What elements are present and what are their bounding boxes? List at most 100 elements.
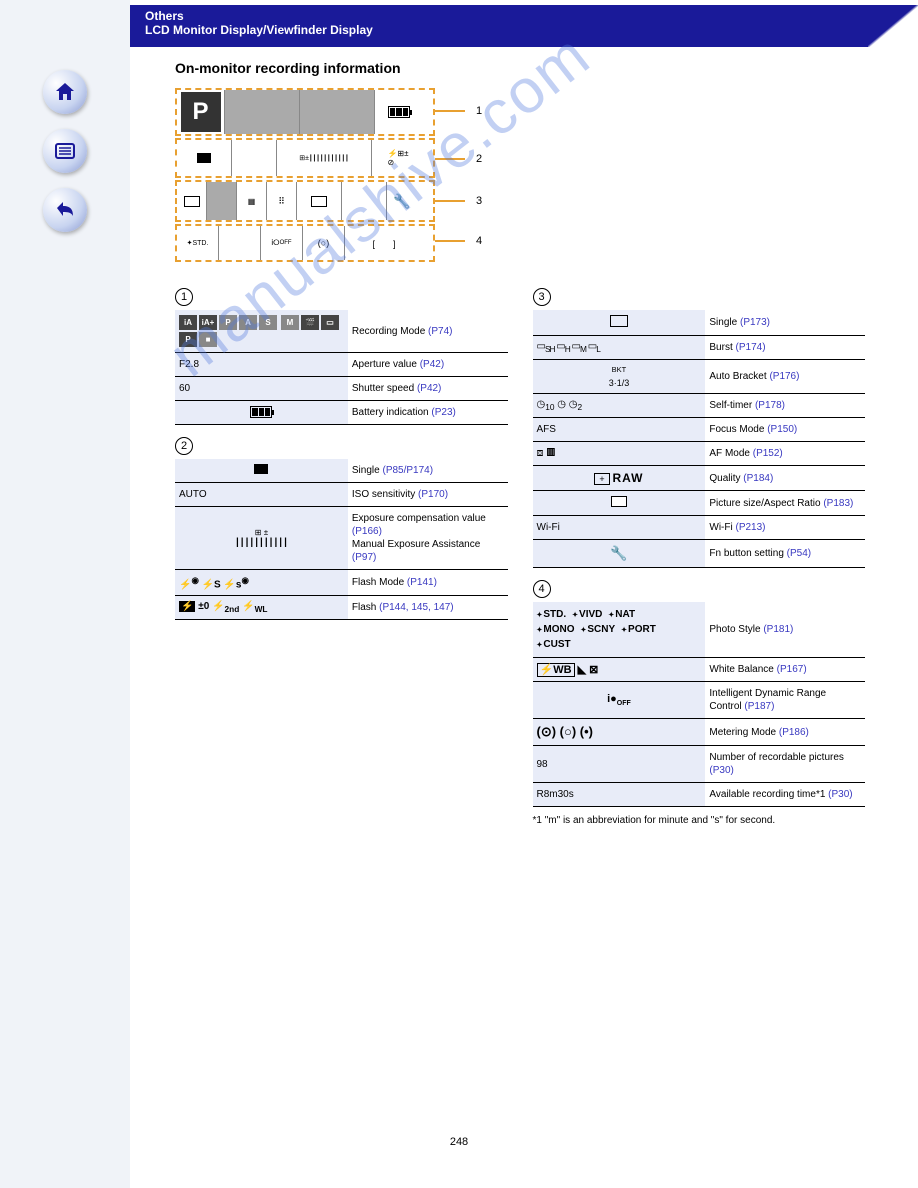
group-3-label: 3	[533, 288, 551, 306]
page-link[interactable]: (P85/P174)	[382, 465, 433, 476]
metering-icons: (⊙) (○) (•)	[533, 719, 706, 746]
footnote: *1 "m" is an abbreviation for minute and…	[533, 815, 866, 826]
table-row: ⚡◉ ⚡S ⚡s◉Flash Mode (P141)	[175, 570, 508, 596]
table-row: Picture size/Aspect Ratio (P183)	[533, 491, 866, 516]
table-row: Wi-FiWi-Fi (P213)	[533, 516, 866, 540]
desc-text: Photo Style	[709, 624, 760, 635]
desc-text: Self-timer	[709, 400, 752, 411]
page-link[interactable]: (P181)	[763, 624, 793, 635]
table-row: iAiA+PASM🎬▭P■ Recording Mode (P74)	[175, 310, 508, 353]
page-link[interactable]: (P152)	[753, 448, 783, 459]
flash-icons: ⚡ ±0 ⚡2nd ⚡WL	[175, 596, 348, 620]
group-4-table: STD.VIVDNATMONOSCNYPORTCUSTPhoto Style (…	[533, 602, 866, 807]
photo-style-icons: STD.VIVDNATMONOSCNYPORTCUST	[533, 602, 706, 658]
lcd-aperture-cell	[225, 90, 300, 134]
page-link[interactable]: (P184)	[743, 473, 773, 484]
icon-cell: 60	[175, 377, 348, 401]
desc-text: Exposure compensation value	[352, 513, 486, 524]
desc-text: Fn button setting	[709, 548, 784, 559]
idyn-icon: i●OFF	[533, 682, 706, 719]
table-row: 🔧Fn button setting (P54)	[533, 540, 866, 568]
lcd-meter-cell: (○)	[303, 226, 345, 260]
home-button[interactable]	[43, 70, 87, 114]
page-link[interactable]: (P167)	[777, 664, 807, 675]
desc-text: Manual Exposure Assistance	[352, 539, 480, 550]
page-link[interactable]: (P144, 145, 147)	[379, 602, 454, 613]
desc-text: Single	[709, 317, 737, 328]
back-button[interactable]	[43, 188, 87, 232]
desc-text: White Balance	[709, 664, 773, 675]
page-link[interactable]: (P176)	[769, 371, 799, 382]
desc-text: Wi-Fi	[709, 522, 732, 533]
header-title: LCD Monitor Display/Viewfinder Display	[145, 23, 373, 37]
lcd-wb-cell	[219, 226, 261, 260]
lcd-style-cell: ✦STD.	[177, 226, 219, 260]
desc-text: Recording Mode	[352, 326, 425, 337]
table-row: AFSFocus Mode (P150)	[533, 418, 866, 442]
picsize-icon	[533, 491, 706, 516]
page-link[interactable]: (P183)	[823, 498, 853, 509]
callout-1: 1	[470, 102, 488, 120]
desc-text: Shutter speed	[352, 383, 414, 394]
table-row: ▭SH ▭H ▭M ▭LBurst (P174)	[533, 336, 866, 360]
desc-text: Focus Mode	[709, 424, 764, 435]
wrench-icon: 🔧	[533, 540, 706, 568]
af-mode-icons: ⧈ ▦	[533, 442, 706, 466]
table-row: ⧈ ▦AF Mode (P152)	[533, 442, 866, 466]
page-link[interactable]: (P166)	[352, 526, 382, 537]
desc-text: Auto Bracket	[709, 371, 766, 382]
mode-badges: iAiA+PASM🎬▭P■	[179, 315, 344, 347]
menu-button[interactable]	[43, 129, 87, 173]
table-row: ◷10 ◷ ◷2Self-timer (P178)	[533, 394, 866, 418]
table-row: (⊙) (○) (•)Metering Mode (P186)	[533, 719, 866, 746]
group-2-table: Single (P85/P174) AUTOISO sensitivity (P…	[175, 459, 508, 620]
desc-text: Quality	[709, 473, 740, 484]
table-row: STD.VIVDNATMONOSCNYPORTCUSTPhoto Style (…	[533, 602, 866, 658]
page-link[interactable]: (P186)	[779, 727, 809, 738]
page-link[interactable]: (P42)	[417, 383, 441, 394]
page-link[interactable]: (P150)	[767, 424, 797, 435]
battery-icon	[388, 106, 410, 118]
group-3-table: Single (P173) ▭SH ▭H ▭M ▭LBurst (P174) B…	[533, 310, 866, 568]
page-link[interactable]: (P178)	[755, 400, 785, 411]
lcd-shutter-cell	[300, 90, 375, 134]
table-row: + RAWQuality (P184)	[533, 466, 866, 491]
icon-cell: 98	[533, 746, 706, 783]
page-link[interactable]: (P174)	[736, 342, 766, 353]
page-link[interactable]: (P213)	[736, 522, 766, 533]
page-link[interactable]: (P42)	[420, 359, 444, 370]
lcd-idyn-cell: i⭘OFF	[261, 226, 303, 260]
page-link[interactable]: (P54)	[787, 548, 811, 559]
p-mode-icon: P	[181, 92, 221, 132]
table-row: Single (P173)	[533, 310, 866, 336]
table-row: R8m30sAvailable recording time*1 (P30)	[533, 783, 866, 807]
page-link[interactable]: (P173)	[740, 317, 770, 328]
flash-mode-icons: ⚡◉ ⚡S ⚡s◉	[175, 570, 348, 596]
timer-icons: ◷10 ◷ ◷2	[533, 394, 706, 418]
page-header: Others LCD Monitor Display/Viewfinder Di…	[130, 5, 918, 47]
page-link[interactable]: (P30)	[709, 765, 733, 776]
single-rect-icon	[254, 464, 268, 474]
lcd-quality-cell: ⠿	[267, 182, 297, 220]
table-row: F2.8Aperture value (P42)	[175, 353, 508, 377]
section-title: On-monitor recording information	[175, 60, 865, 76]
desc-text: Single	[352, 465, 380, 476]
page-link[interactable]: (P141)	[407, 577, 437, 588]
lcd-diagram: P ⊞±┃┃┃┃┃┃┃┃┃┃┃ ⚡⊞±⊘ ▦ ⠿ 🔧 ✦STD. i⭘OFF (…	[175, 88, 435, 263]
page-link[interactable]: (P97)	[352, 552, 376, 563]
lcd-flash-cell: ⚡⊞±⊘	[372, 140, 424, 176]
table-row: ⚡ ±0 ⚡2nd ⚡WLFlash (P144, 145, 147)	[175, 596, 508, 620]
desc-text: Available recording time	[709, 789, 816, 800]
lcd-wifi-cell	[342, 182, 387, 220]
desc-text: Battery indication	[352, 407, 429, 418]
desc-text: Number of recordable pictures	[709, 752, 844, 763]
page-link[interactable]: (P30)	[828, 789, 852, 800]
left-column: 1 iAiA+PASM🎬▭P■Recording Mode (P74) F2.8…	[175, 288, 508, 826]
page-link[interactable]: (P187)	[744, 701, 774, 712]
page-link[interactable]: (P23)	[431, 407, 455, 418]
page-link[interactable]: (P74)	[428, 326, 452, 337]
right-column: 3 Single (P173) ▭SH ▭H ▭M ▭LBurst (P174)…	[533, 288, 866, 826]
callout-3: 3	[470, 192, 488, 210]
page-number: 248	[450, 1136, 468, 1148]
page-link[interactable]: (P170)	[418, 489, 448, 500]
